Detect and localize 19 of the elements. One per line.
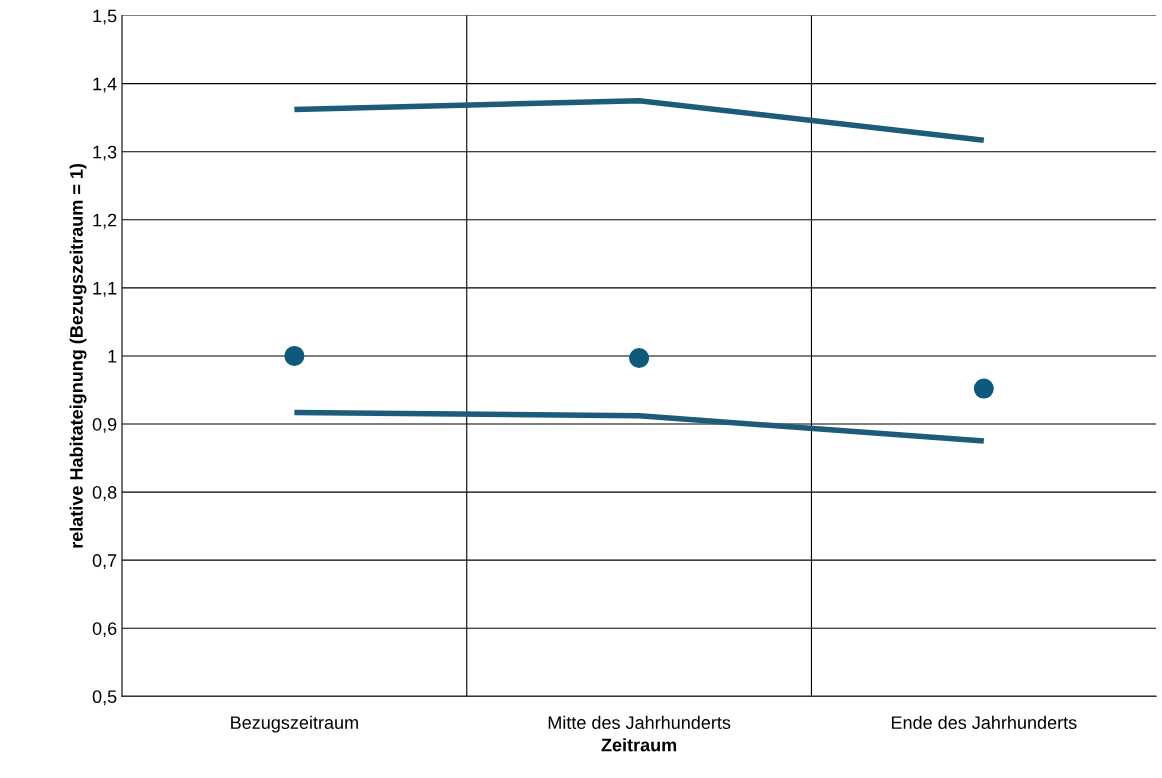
y-tick-label: 0,9 [92, 417, 117, 433]
x-tick-label: Ende des Jahrhunderts [891, 715, 1077, 730]
y-tick-label: 0,6 [92, 622, 117, 638]
y-tick-label: 1,1 [93, 281, 117, 297]
x-tick-label: Bezugszeitraum [231, 715, 358, 733]
y-tick-label: 1,4 [93, 77, 117, 93]
point [973, 378, 994, 399]
point [629, 347, 650, 368]
point [284, 345, 305, 366]
y-tick-label: 1,2 [93, 213, 117, 229]
x-tick-label: Mitte des Jahrhunderts [548, 715, 731, 730]
y-axis-title: relative Habitateignung (Bezugszeitraum = 1) [69, 163, 87, 548]
x-axis-title: Zeitraum [601, 738, 677, 752]
y-tick-label: 0,5 [92, 690, 117, 706]
y-tick-label: 0,7 [92, 554, 117, 570]
y-tick-label: 1,5 [93, 9, 117, 25]
y-tick-label: 1,3 [93, 145, 117, 161]
y-tick-label: 1 [108, 350, 117, 363]
y-tick-label: 0,8 [92, 486, 117, 501]
